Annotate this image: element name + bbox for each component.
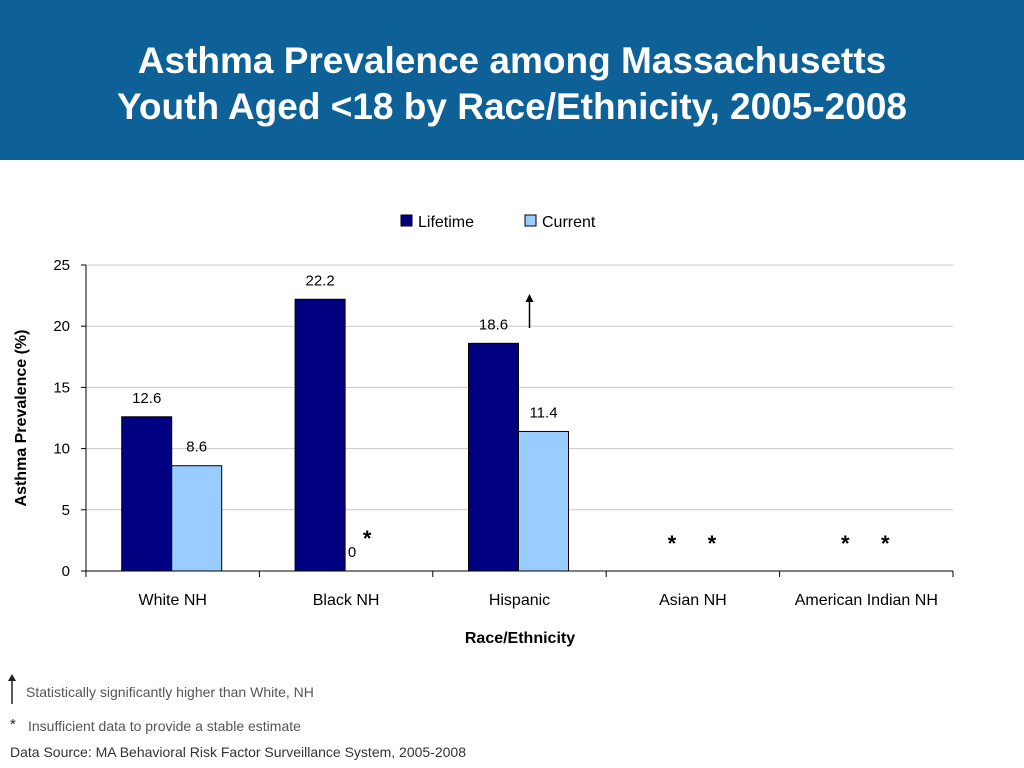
x-tick-label: Asian NH [659, 592, 727, 609]
bar-current [171, 465, 223, 572]
data-label: 12.6 [132, 390, 161, 407]
y-tick-label: 20 [53, 318, 70, 335]
x-tick-label: American Indian NH [795, 592, 938, 609]
bar-current [518, 430, 569, 572]
x-tick-label: Hispanic [489, 592, 550, 609]
star-footnote-symbol: * [10, 716, 16, 733]
bar-lifetime [468, 342, 519, 572]
y-tick-label: 25 [53, 257, 70, 274]
star-footnote: Insufficient data to provide a stable es… [28, 718, 301, 734]
x-tick-label: Black NH [313, 592, 380, 609]
data-label: 22.2 [305, 272, 334, 289]
y-tick-label: 15 [53, 379, 70, 396]
data-source: Data Source: MA Behavioral Risk Factor S… [10, 744, 466, 760]
insufficient-data-star: * [363, 526, 372, 551]
data-label: 18.6 [479, 316, 508, 333]
legend-label-current: Current [542, 214, 596, 231]
insufficient-data-star: * [668, 531, 677, 556]
y-tick-label: 5 [62, 502, 70, 519]
title-line-1: Asthma Prevalence among Massachusetts [137, 40, 887, 81]
significance-arrow-icon [8, 674, 16, 704]
legend-swatch-current [524, 214, 537, 227]
significance-arrow-icon [525, 294, 534, 302]
page-title: Asthma Prevalence among Massachusetts Yo… [0, 38, 1024, 130]
data-label: 11.4 [529, 404, 557, 421]
insufficient-data-star: * [881, 531, 890, 556]
data-label: 8.6 [186, 439, 207, 456]
insufficient-data-star: * [708, 531, 717, 556]
x-axis-title: Race/Ethnicity [465, 630, 575, 647]
bar-lifetime [294, 298, 346, 572]
legend-swatch-lifetime [400, 214, 413, 227]
arrow-footnote: Statistically significantly higher than … [26, 684, 314, 700]
x-tick-label: White NH [138, 592, 206, 609]
y-tick-label: 0 [62, 563, 70, 580]
title-banner [0, 0, 1024, 160]
legend-label-lifetime: Lifetime [418, 214, 474, 231]
y-axis-title: Asthma Prevalence (%) [13, 330, 30, 507]
y-tick-label: 10 [53, 441, 70, 458]
data-label: 0 [348, 544, 356, 561]
title-line-2: Youth Aged <18 by Race/Ethnicity, 2005-2… [117, 86, 907, 127]
insufficient-data-star: * [841, 531, 850, 556]
bar-lifetime [121, 416, 173, 572]
